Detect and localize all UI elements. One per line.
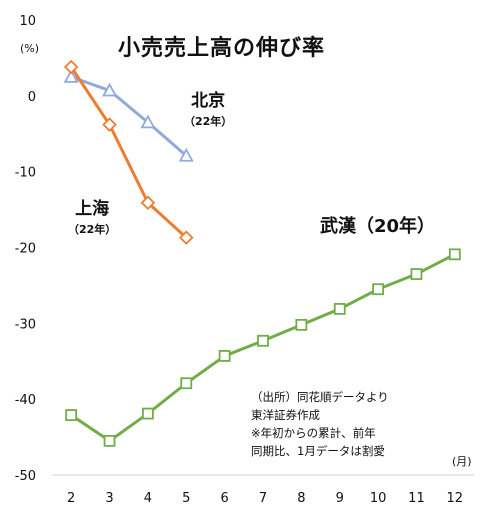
wuhan-data-point: [103, 434, 116, 447]
wuhan-data-point: [65, 409, 78, 421]
source-note-line: ※年初からの累計、前年: [251, 426, 376, 440]
x-tick-label: 12: [447, 491, 464, 506]
wuhan-data-point: [295, 318, 308, 331]
x-tick-label: 8: [297, 491, 305, 506]
shanghai-data-point: [178, 230, 194, 245]
beijing-data-point: [102, 82, 118, 97]
beijing-data-point: [178, 147, 194, 162]
x-tick-label: 7: [259, 491, 267, 506]
x-tick-label: 2: [67, 491, 75, 506]
x-tick-label: 9: [336, 491, 344, 506]
wuhan-data-point: [257, 334, 269, 347]
beijing-data-point: [140, 114, 156, 129]
y-tick-label: 0: [28, 90, 36, 105]
beijing-label-year: （22年）: [184, 115, 233, 128]
source-note-line: （出所）同花順データより: [251, 390, 389, 404]
y-tick-label: -50: [15, 469, 36, 484]
y-tick-label: -30: [15, 317, 36, 332]
source-note-line: 同期比、1月データは割愛: [251, 444, 385, 458]
y-axis-unit: (%): [20, 42, 40, 55]
wuhan-data-point: [218, 350, 231, 362]
beijing-data-point: [63, 68, 79, 83]
y-tick-label: -40: [15, 393, 36, 408]
wuhan-data-point: [180, 377, 193, 390]
wuhan-data-point: [372, 283, 384, 296]
shanghai-label: 上海 （22年）: [68, 194, 116, 237]
shanghai-series-line: [69, 65, 188, 240]
source-note-line: 東洋証券作成: [251, 408, 320, 422]
beijing-series-line: [69, 75, 188, 158]
wuhan-data-point: [448, 248, 461, 261]
x-tick-label: 11: [408, 491, 425, 506]
wuhan-data-point: [410, 268, 423, 280]
beijing-label-name: 北京: [191, 91, 226, 111]
y-tick-label: -20: [15, 242, 36, 257]
x-tick-label: 3: [105, 491, 113, 506]
shanghai-data-point: [102, 117, 117, 132]
shanghai-data-point: [63, 59, 79, 75]
beijing-label: 北京 （22年）: [184, 86, 232, 129]
wuhan-data-point: [333, 303, 346, 315]
x-tick-label: 6: [220, 491, 228, 506]
x-axis-unit: (月): [452, 455, 472, 468]
chart-title: 小売売上高の伸び率: [118, 36, 326, 61]
shanghai-data-point: [140, 195, 156, 211]
source-note: （出所）同花順データより 東洋証券作成 ※年初からの累計、前年 同期比、1月デー…: [251, 388, 389, 460]
shanghai-label-name: 上海: [75, 199, 110, 219]
x-tick-label: 5: [182, 491, 190, 506]
wuhan-data-point: [142, 407, 154, 420]
x-tick-label: 10: [370, 491, 387, 506]
y-tick-label: 10: [19, 14, 36, 29]
wuhan-label: 武漢（20年）: [320, 216, 436, 237]
shanghai-label-year: （22年）: [68, 223, 117, 236]
x-tick-label: 4: [144, 491, 152, 506]
y-tick-label: -10: [15, 166, 36, 181]
